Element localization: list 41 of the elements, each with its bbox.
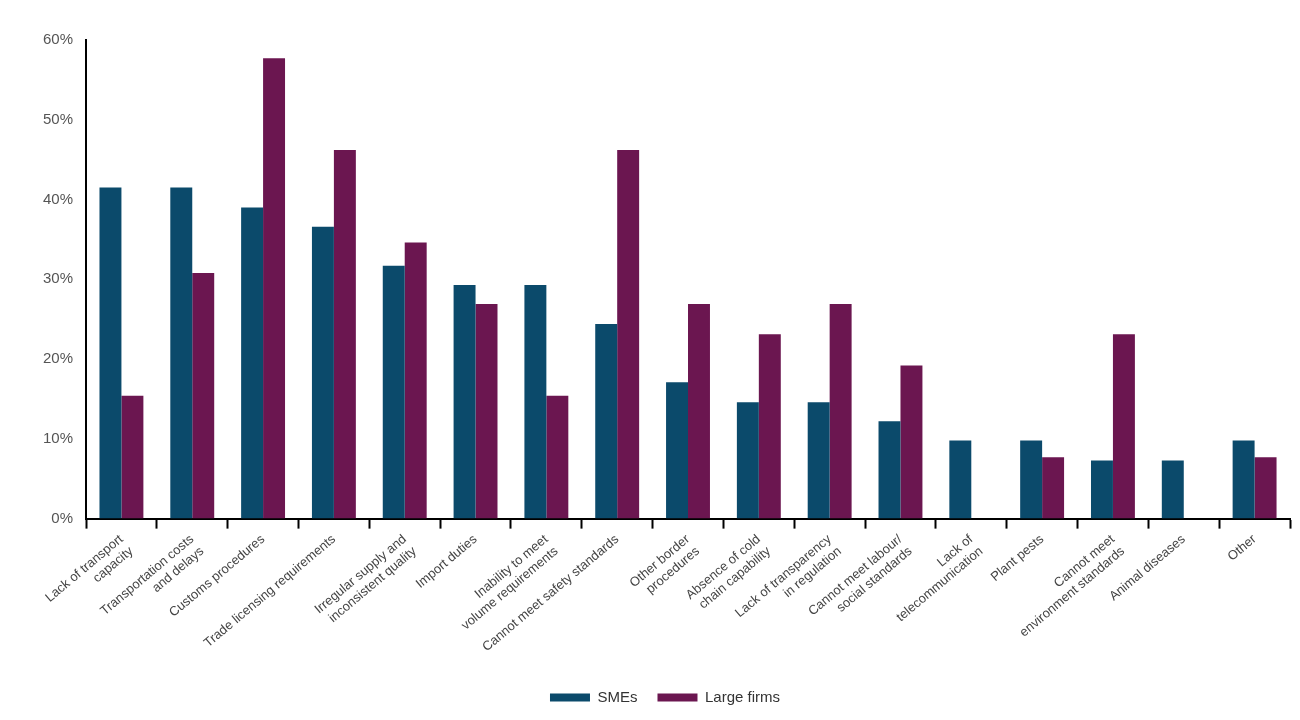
bar — [546, 395, 569, 519]
bar — [1020, 440, 1043, 519]
bar — [1232, 440, 1255, 519]
bar — [595, 323, 618, 519]
bar — [263, 58, 286, 519]
bar — [900, 365, 923, 519]
bar — [192, 272, 215, 519]
y-tick-label: 30% — [42, 269, 74, 287]
bar — [99, 187, 122, 519]
bar — [666, 382, 689, 519]
bar — [241, 207, 264, 519]
y-tick-label: 20% — [42, 349, 74, 367]
bar — [170, 187, 193, 519]
y-tick-label: 0% — [51, 508, 74, 526]
bar — [1112, 334, 1135, 519]
bar — [382, 265, 405, 519]
bar — [524, 284, 547, 519]
bar — [1042, 457, 1065, 519]
bar — [453, 284, 476, 519]
bar — [1090, 460, 1113, 519]
bar — [949, 440, 972, 519]
bar — [758, 334, 781, 519]
bar — [807, 402, 830, 519]
y-tick-label: 40% — [42, 189, 74, 207]
bar — [617, 150, 640, 519]
bar — [878, 421, 901, 519]
bar — [1254, 457, 1277, 519]
bar — [404, 242, 427, 519]
y-tick-label: 10% — [42, 428, 74, 446]
bar — [829, 304, 852, 519]
bar — [121, 395, 144, 519]
bar — [736, 402, 759, 519]
bar — [475, 304, 498, 519]
bar — [1161, 460, 1184, 519]
bar — [333, 150, 356, 519]
bar — [688, 304, 710, 519]
legend-label: Large firms — [704, 687, 781, 705]
y-tick-label: 60% — [42, 30, 74, 48]
y-tick-label: 50% — [42, 109, 74, 127]
legend-label: SMEs — [597, 687, 638, 705]
bar — [311, 226, 334, 519]
